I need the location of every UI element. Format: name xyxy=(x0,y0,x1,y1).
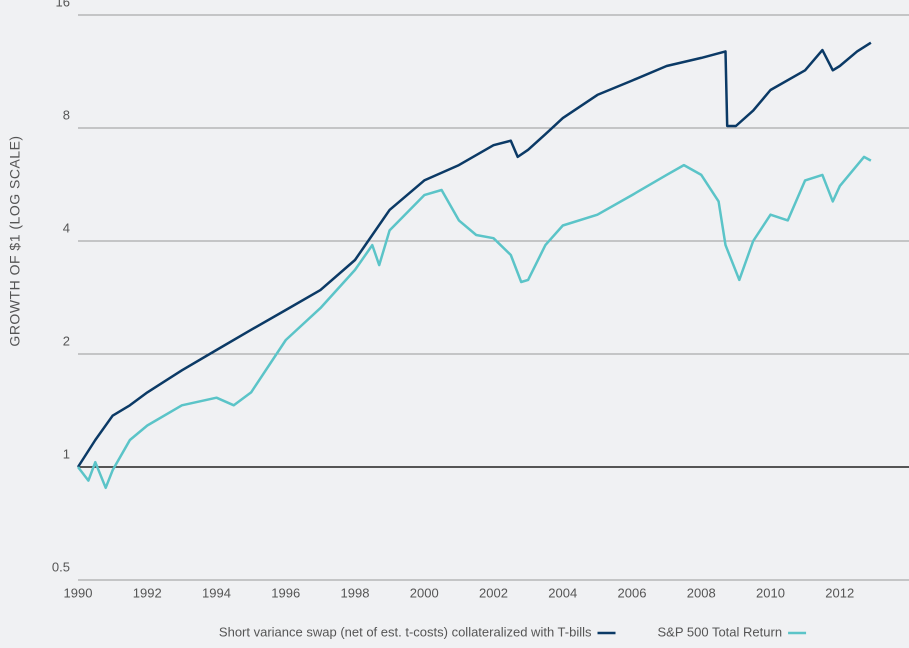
x-tick-label: 2004 xyxy=(548,585,577,600)
y-tick-label: 0.5 xyxy=(52,559,70,574)
x-tick-label: 1998 xyxy=(341,585,370,600)
y-tick-label: 4 xyxy=(63,220,70,235)
y-tick-label: 8 xyxy=(63,107,70,122)
y-axis-label: GROWTH OF $1 (LOG SCALE) xyxy=(7,135,23,346)
series-line xyxy=(77,155,872,490)
x-tick-label: 1990 xyxy=(64,585,93,600)
x-tick-label: 2000 xyxy=(410,585,439,600)
x-tick-label: 2010 xyxy=(756,585,785,600)
legend-label: Short variance swap (net of est. t-costs… xyxy=(219,624,592,639)
x-tick-label: 1992 xyxy=(133,585,162,600)
y-tick-label: 1 xyxy=(63,446,70,461)
x-tick-label: 2002 xyxy=(479,585,508,600)
legend-label: S&P 500 Total Return xyxy=(658,624,783,639)
x-tick-label: 1996 xyxy=(271,585,300,600)
x-tick-label: 1994 xyxy=(202,585,231,600)
x-tick-label: 2012 xyxy=(825,585,854,600)
y-tick-label: 2 xyxy=(63,333,70,348)
series-line xyxy=(76,41,872,468)
x-tick-label: 2006 xyxy=(618,585,647,600)
y-tick-label: 16 xyxy=(56,0,70,9)
x-tick-label: 2008 xyxy=(687,585,716,600)
